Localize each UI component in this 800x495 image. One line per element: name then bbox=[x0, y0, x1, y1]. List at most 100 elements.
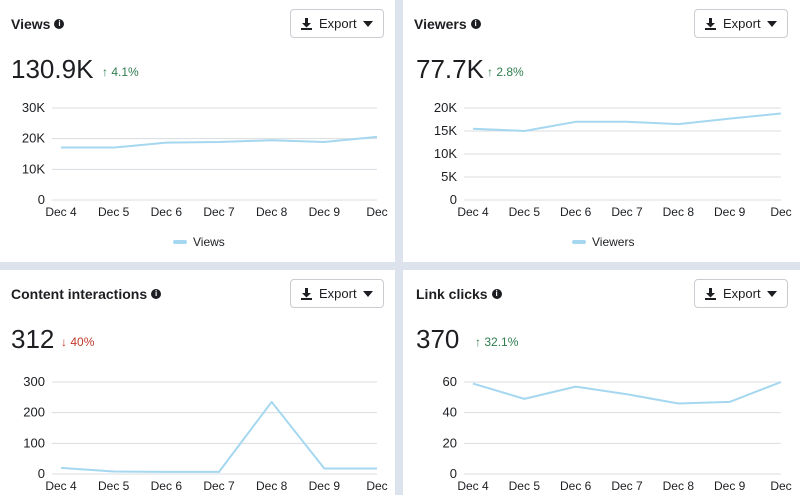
x-tick-label: Dec 6 bbox=[151, 205, 183, 219]
chevron-down-icon bbox=[363, 290, 373, 297]
download-icon bbox=[301, 287, 312, 300]
x-tick-label: Dec 8 bbox=[256, 479, 288, 493]
content-interactions-chart: 0 100 200 300 Dec 4 Dec 5 Dec 6 Dec 7 Dec 8 Dec 9… bbox=[23, 374, 387, 493]
viewers-change: ↑ 2.8% bbox=[487, 65, 524, 79]
link-clicks-panel: Link clicks i Export 370 ↑ 32.1% 0 20 40 60… bbox=[403, 270, 800, 495]
export-button[interactable]: Export bbox=[290, 9, 384, 38]
link-clicks-title: Link clicks i bbox=[416, 286, 502, 302]
x-tick-label: Dec 4 bbox=[45, 479, 77, 493]
x-tick-label: Dec 5 bbox=[509, 205, 541, 219]
info-icon[interactable]: i bbox=[151, 289, 162, 299]
change-value: 2.8% bbox=[496, 65, 524, 79]
export-label: Export bbox=[723, 286, 761, 301]
y-tick-label: 0 bbox=[450, 466, 457, 481]
x-tick-label: Dec 4 bbox=[457, 479, 489, 493]
x-tick-label: Dec 5 bbox=[98, 479, 130, 493]
y-tick-label: 15K bbox=[434, 123, 457, 138]
views-legend[interactable]: Views bbox=[173, 235, 225, 249]
arrow-down-icon: ↓ bbox=[61, 335, 67, 349]
y-tick-label: 0 bbox=[450, 192, 457, 207]
chevron-down-icon bbox=[767, 20, 777, 27]
link-clicks-total: 370 bbox=[416, 324, 460, 354]
download-icon bbox=[301, 17, 312, 30]
x-tick-label: Dec 7 bbox=[203, 205, 235, 219]
x-tick-label: Dec 9 bbox=[714, 205, 746, 219]
y-tick-label: 20K bbox=[22, 131, 45, 146]
change-value: 4.1% bbox=[111, 65, 139, 79]
y-tick-label: 0 bbox=[38, 192, 45, 207]
y-tick-label: 300 bbox=[23, 374, 45, 389]
x-tick-label: Dec 9 bbox=[309, 479, 341, 493]
chevron-down-icon bbox=[363, 20, 373, 27]
y-tick-label: 200 bbox=[23, 405, 45, 420]
y-tick-label: 0 bbox=[38, 466, 45, 481]
viewers-chart: 0 5K 10K 15K 20K Dec 4 Dec 5 Dec 6 Dec 7 Dec 8 Dec… bbox=[434, 100, 792, 219]
export-button[interactable]: Export bbox=[290, 279, 384, 308]
info-icon[interactable]: i bbox=[54, 19, 65, 29]
series-line[interactable] bbox=[61, 135, 378, 149]
y-tick-label: 20K bbox=[434, 100, 457, 115]
views-change: ↑ 4.1% bbox=[102, 65, 139, 79]
views-panel: Views i Export 130.9K ↑ 4.1% 0 10K 20K 30K D… bbox=[0, 0, 395, 262]
x-tick-label: Dec bbox=[366, 205, 387, 219]
export-button[interactable]: Export bbox=[694, 279, 788, 308]
x-tick-label: Dec 9 bbox=[714, 479, 746, 493]
views-title: Views i bbox=[11, 16, 65, 32]
export-label: Export bbox=[319, 16, 357, 31]
y-tick-label: 20 bbox=[443, 435, 457, 450]
x-tick-label: Dec 8 bbox=[663, 479, 695, 493]
x-tick-label: Dec 5 bbox=[98, 205, 130, 219]
download-icon bbox=[705, 17, 716, 30]
link-clicks-change: ↑ 32.1% bbox=[475, 335, 518, 349]
views-chart: 0 10K 20K 30K Dec 4 Dec 5 Dec 6 Dec 7 Dec 8 Dec 9… bbox=[22, 100, 388, 219]
content-interactions-panel: Content interactions i Export 312 ↓ 40% … bbox=[0, 270, 395, 495]
x-tick-label: Dec 6 bbox=[151, 479, 183, 493]
info-icon[interactable]: i bbox=[470, 19, 481, 29]
arrow-up-icon: ↑ bbox=[475, 335, 481, 349]
legend-label: Views bbox=[193, 235, 225, 249]
panel-title-text: Content interactions bbox=[11, 286, 148, 302]
viewers-total: 77.7K bbox=[416, 54, 484, 84]
x-tick-label: Dec 5 bbox=[509, 479, 541, 493]
x-tick-label: Dec 6 bbox=[560, 479, 592, 493]
content-interactions-title: Content interactions i bbox=[11, 286, 162, 302]
panel-title-text: Link clicks bbox=[416, 286, 488, 302]
y-tick-label: 10K bbox=[22, 161, 45, 176]
change-value: 40% bbox=[70, 335, 95, 349]
change-value: 32.1% bbox=[484, 335, 519, 349]
x-tick-label: Dec 7 bbox=[203, 479, 235, 493]
x-tick-label: Dec 8 bbox=[663, 205, 695, 219]
export-button[interactable]: Export bbox=[694, 9, 788, 38]
link-clicks-chart: 0 20 40 60 Dec 4 Dec 5 Dec 6 Dec 7 Dec 8 Dec 9 Dec bbox=[443, 374, 792, 493]
x-tick-label: Dec 4 bbox=[457, 205, 489, 219]
series-line[interactable] bbox=[472, 381, 782, 405]
viewers-title: Viewers i bbox=[414, 16, 481, 32]
arrow-up-icon: ↑ bbox=[487, 65, 493, 79]
info-icon[interactable]: i bbox=[491, 289, 502, 299]
series-line[interactable] bbox=[60, 400, 377, 473]
content-interactions-total: 312 bbox=[11, 324, 55, 354]
viewers-legend[interactable]: Viewers bbox=[572, 235, 634, 249]
y-tick-label: 10K bbox=[434, 146, 457, 161]
x-tick-label: Dec bbox=[770, 205, 791, 219]
x-tick-label: Dec bbox=[366, 479, 387, 493]
series-line[interactable] bbox=[472, 112, 782, 132]
export-label: Export bbox=[319, 286, 357, 301]
legend-swatch bbox=[572, 240, 586, 244]
legend-label: Viewers bbox=[592, 235, 635, 249]
export-label: Export bbox=[723, 16, 761, 31]
y-tick-label: 60 bbox=[443, 374, 457, 389]
views-total: 130.9K bbox=[11, 54, 94, 84]
y-tick-label: 30K bbox=[22, 100, 45, 115]
x-tick-label: Dec bbox=[770, 479, 791, 493]
panel-title-text: Views bbox=[11, 16, 51, 32]
y-tick-label: 100 bbox=[23, 435, 45, 450]
legend-swatch bbox=[173, 240, 187, 244]
y-tick-label: 5K bbox=[441, 169, 457, 184]
chevron-down-icon bbox=[767, 290, 777, 297]
x-tick-label: Dec 7 bbox=[611, 479, 643, 493]
download-icon bbox=[705, 287, 716, 300]
x-tick-label: Dec 6 bbox=[560, 205, 592, 219]
x-tick-label: Dec 4 bbox=[45, 205, 77, 219]
content-interactions-change: ↓ 40% bbox=[61, 335, 94, 349]
